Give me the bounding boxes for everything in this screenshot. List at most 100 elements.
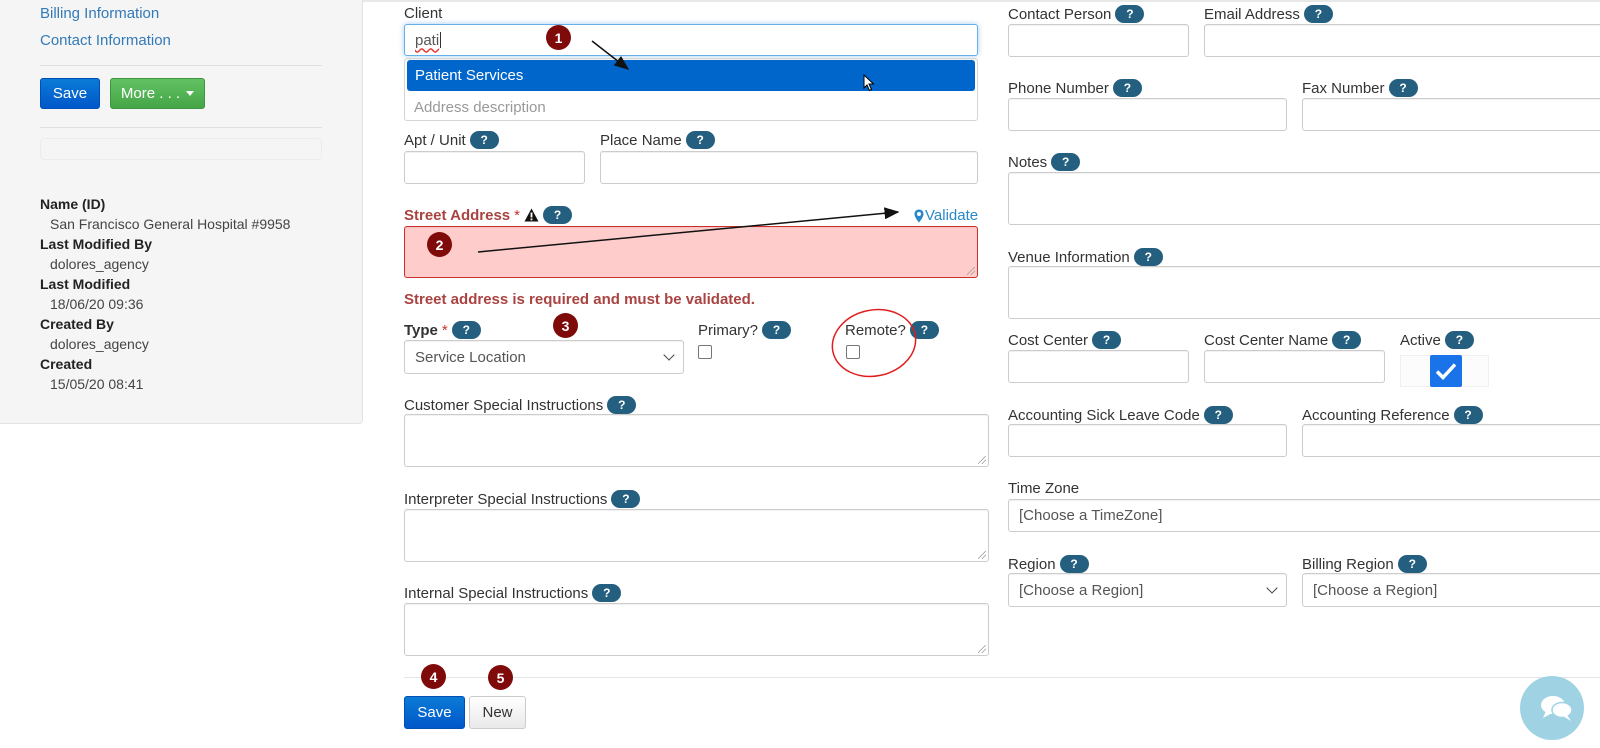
internal-special-instructions-label-text: Internal Special Instructions	[404, 584, 589, 602]
form-save-label: Save	[417, 704, 452, 721]
top-border	[0, 0, 1600, 2]
contact-person-input[interactable]	[1008, 24, 1189, 57]
customer-special-instructions-label-text: Customer Special Instructions	[404, 396, 604, 414]
client-input[interactable]: pati	[404, 24, 978, 56]
text-cursor	[440, 32, 442, 48]
notes-label: Notes ?	[1008, 153, 1081, 171]
fax-number-label: Fax Number ?	[1302, 79, 1418, 97]
meta-value-name: San Francisco General Hospital #9958	[50, 216, 291, 232]
contact-information-link[interactable]: Contact Information	[40, 32, 171, 49]
help-icon[interactable]: ?	[1332, 331, 1362, 349]
help-icon[interactable]: ?	[1388, 79, 1418, 97]
help-icon[interactable]: ?	[1112, 79, 1142, 97]
annotation-marker-2: 2	[427, 232, 452, 257]
accounting-sick-leave-code-input[interactable]	[1008, 424, 1287, 457]
help-icon[interactable]: ?	[1397, 555, 1427, 573]
help-icon[interactable]: ?	[1051, 153, 1081, 171]
time-zone-label-text: Time Zone	[1008, 480, 1080, 497]
phone-number-input[interactable]	[1008, 98, 1287, 131]
customer-special-instructions-label: Customer Special Instructions ?	[404, 396, 637, 414]
street-address-error-message: Street address is required and must be v…	[404, 291, 755, 308]
apt-unit-input[interactable]	[404, 151, 585, 184]
warning-triangle-icon	[524, 208, 539, 222]
form-save-button[interactable]: Save	[404, 696, 465, 729]
phone-number-label-text: Phone Number	[1008, 79, 1109, 97]
time-zone-select-value: [Choose a TimeZone]	[1019, 507, 1163, 524]
more-dropdown-button[interactable]: More . . .	[110, 78, 205, 109]
help-icon[interactable]: ?	[1444, 331, 1474, 349]
help-icon[interactable]: ?	[611, 490, 641, 508]
street-address-textarea[interactable]	[404, 226, 978, 278]
help-icon[interactable]: ?	[1059, 555, 1089, 573]
fax-number-input[interactable]	[1302, 98, 1600, 131]
autocomplete-option-label: Patient Services	[415, 67, 524, 84]
sidebar-save-button[interactable]: Save	[40, 78, 100, 109]
client-input-value: pati	[415, 31, 440, 49]
help-icon[interactable]: ?	[1092, 331, 1122, 349]
help-icon[interactable]: ?	[543, 206, 572, 224]
help-icon[interactable]: ?	[909, 321, 939, 339]
interpreter-special-instructions-label: Interpreter Special Instructions ?	[404, 490, 641, 508]
internal-special-instructions-textarea[interactable]	[404, 603, 989, 656]
help-icon[interactable]: ?	[451, 321, 481, 339]
annotation-marker-3: 3	[553, 313, 578, 338]
help-icon[interactable]: ?	[685, 131, 715, 149]
type-select[interactable]: Service Location	[404, 340, 684, 374]
billing-region-select-value: [Choose a Region]	[1313, 581, 1438, 599]
primary-checkbox[interactable]	[698, 345, 712, 359]
active-checkbox[interactable]	[1430, 355, 1462, 387]
autocomplete-option-patient-services[interactable]: Patient Services	[407, 60, 975, 92]
active-label: Active ?	[1400, 331, 1474, 349]
internal-special-instructions-label: Internal Special Instructions ?	[404, 584, 622, 602]
required-asterisk: *	[514, 206, 520, 224]
meta-label-created: Created	[40, 356, 93, 372]
help-icon[interactable]: ?	[607, 396, 637, 414]
cost-center-input[interactable]	[1008, 350, 1189, 383]
remote-label: Remote? ?	[845, 321, 939, 339]
validate-link[interactable]: Validate	[914, 207, 978, 224]
cost-center-name-label: Cost Center Name ?	[1204, 331, 1362, 349]
checkmark-icon	[1435, 363, 1457, 380]
accounting-reference-input[interactable]	[1302, 424, 1600, 457]
sidebar-panel: Billing Information Contact Information …	[0, 0, 363, 424]
annotation-marker-1: 1	[546, 25, 571, 50]
email-address-label: Email Address ?	[1204, 5, 1333, 23]
address-description-input[interactable]: Address description	[405, 92, 977, 122]
form-new-button[interactable]: New	[469, 696, 526, 729]
email-address-input[interactable]	[1204, 24, 1600, 57]
primary-label-text: Primary?	[698, 321, 759, 339]
place-name-label-text: Place Name	[600, 131, 682, 149]
remote-checkbox[interactable]	[846, 345, 860, 359]
type-label-text: Type	[404, 321, 438, 339]
interpreter-special-instructions-textarea[interactable]	[404, 509, 989, 562]
region-select[interactable]: [Choose a Region]	[1008, 573, 1287, 607]
annotation-marker-4: 4	[421, 664, 446, 689]
chevron-down-icon	[663, 349, 675, 361]
help-icon[interactable]: ?	[469, 131, 499, 149]
billing-region-select[interactable]: [Choose a Region]	[1302, 573, 1600, 607]
place-name-input[interactable]	[600, 151, 978, 184]
help-icon[interactable]: ?	[1453, 406, 1483, 424]
type-select-value: Service Location	[415, 348, 526, 366]
help-icon[interactable]: ?	[1203, 406, 1233, 424]
time-zone-select[interactable]: [Choose a TimeZone]	[1008, 499, 1600, 532]
help-icon[interactable]: ?	[1303, 5, 1333, 23]
chat-bubbles-icon	[1541, 696, 1573, 721]
cost-center-label-text: Cost Center	[1008, 331, 1089, 349]
interpreter-special-instructions-label-text: Interpreter Special Instructions	[404, 490, 608, 508]
help-icon[interactable]: ?	[592, 584, 622, 602]
help-icon[interactable]: ?	[1115, 5, 1145, 23]
customer-special-instructions-textarea[interactable]	[404, 414, 989, 467]
help-icon[interactable]: ?	[1133, 248, 1163, 266]
billing-information-link[interactable]: Billing Information	[40, 5, 160, 22]
chat-widget-button[interactable]	[1520, 676, 1584, 740]
chevron-down-icon	[1266, 582, 1278, 594]
meta-value-created-by: dolores_agency	[50, 336, 149, 352]
venue-information-textarea[interactable]	[1008, 266, 1600, 319]
place-name-label: Place Name ?	[600, 131, 715, 149]
client-autocomplete-dropdown: Patient Services Address description	[404, 58, 978, 121]
help-icon[interactable]: ?	[762, 321, 792, 339]
primary-label: Primary? ?	[698, 321, 792, 339]
cost-center-name-input[interactable]	[1204, 350, 1385, 383]
notes-textarea[interactable]	[1008, 172, 1600, 225]
